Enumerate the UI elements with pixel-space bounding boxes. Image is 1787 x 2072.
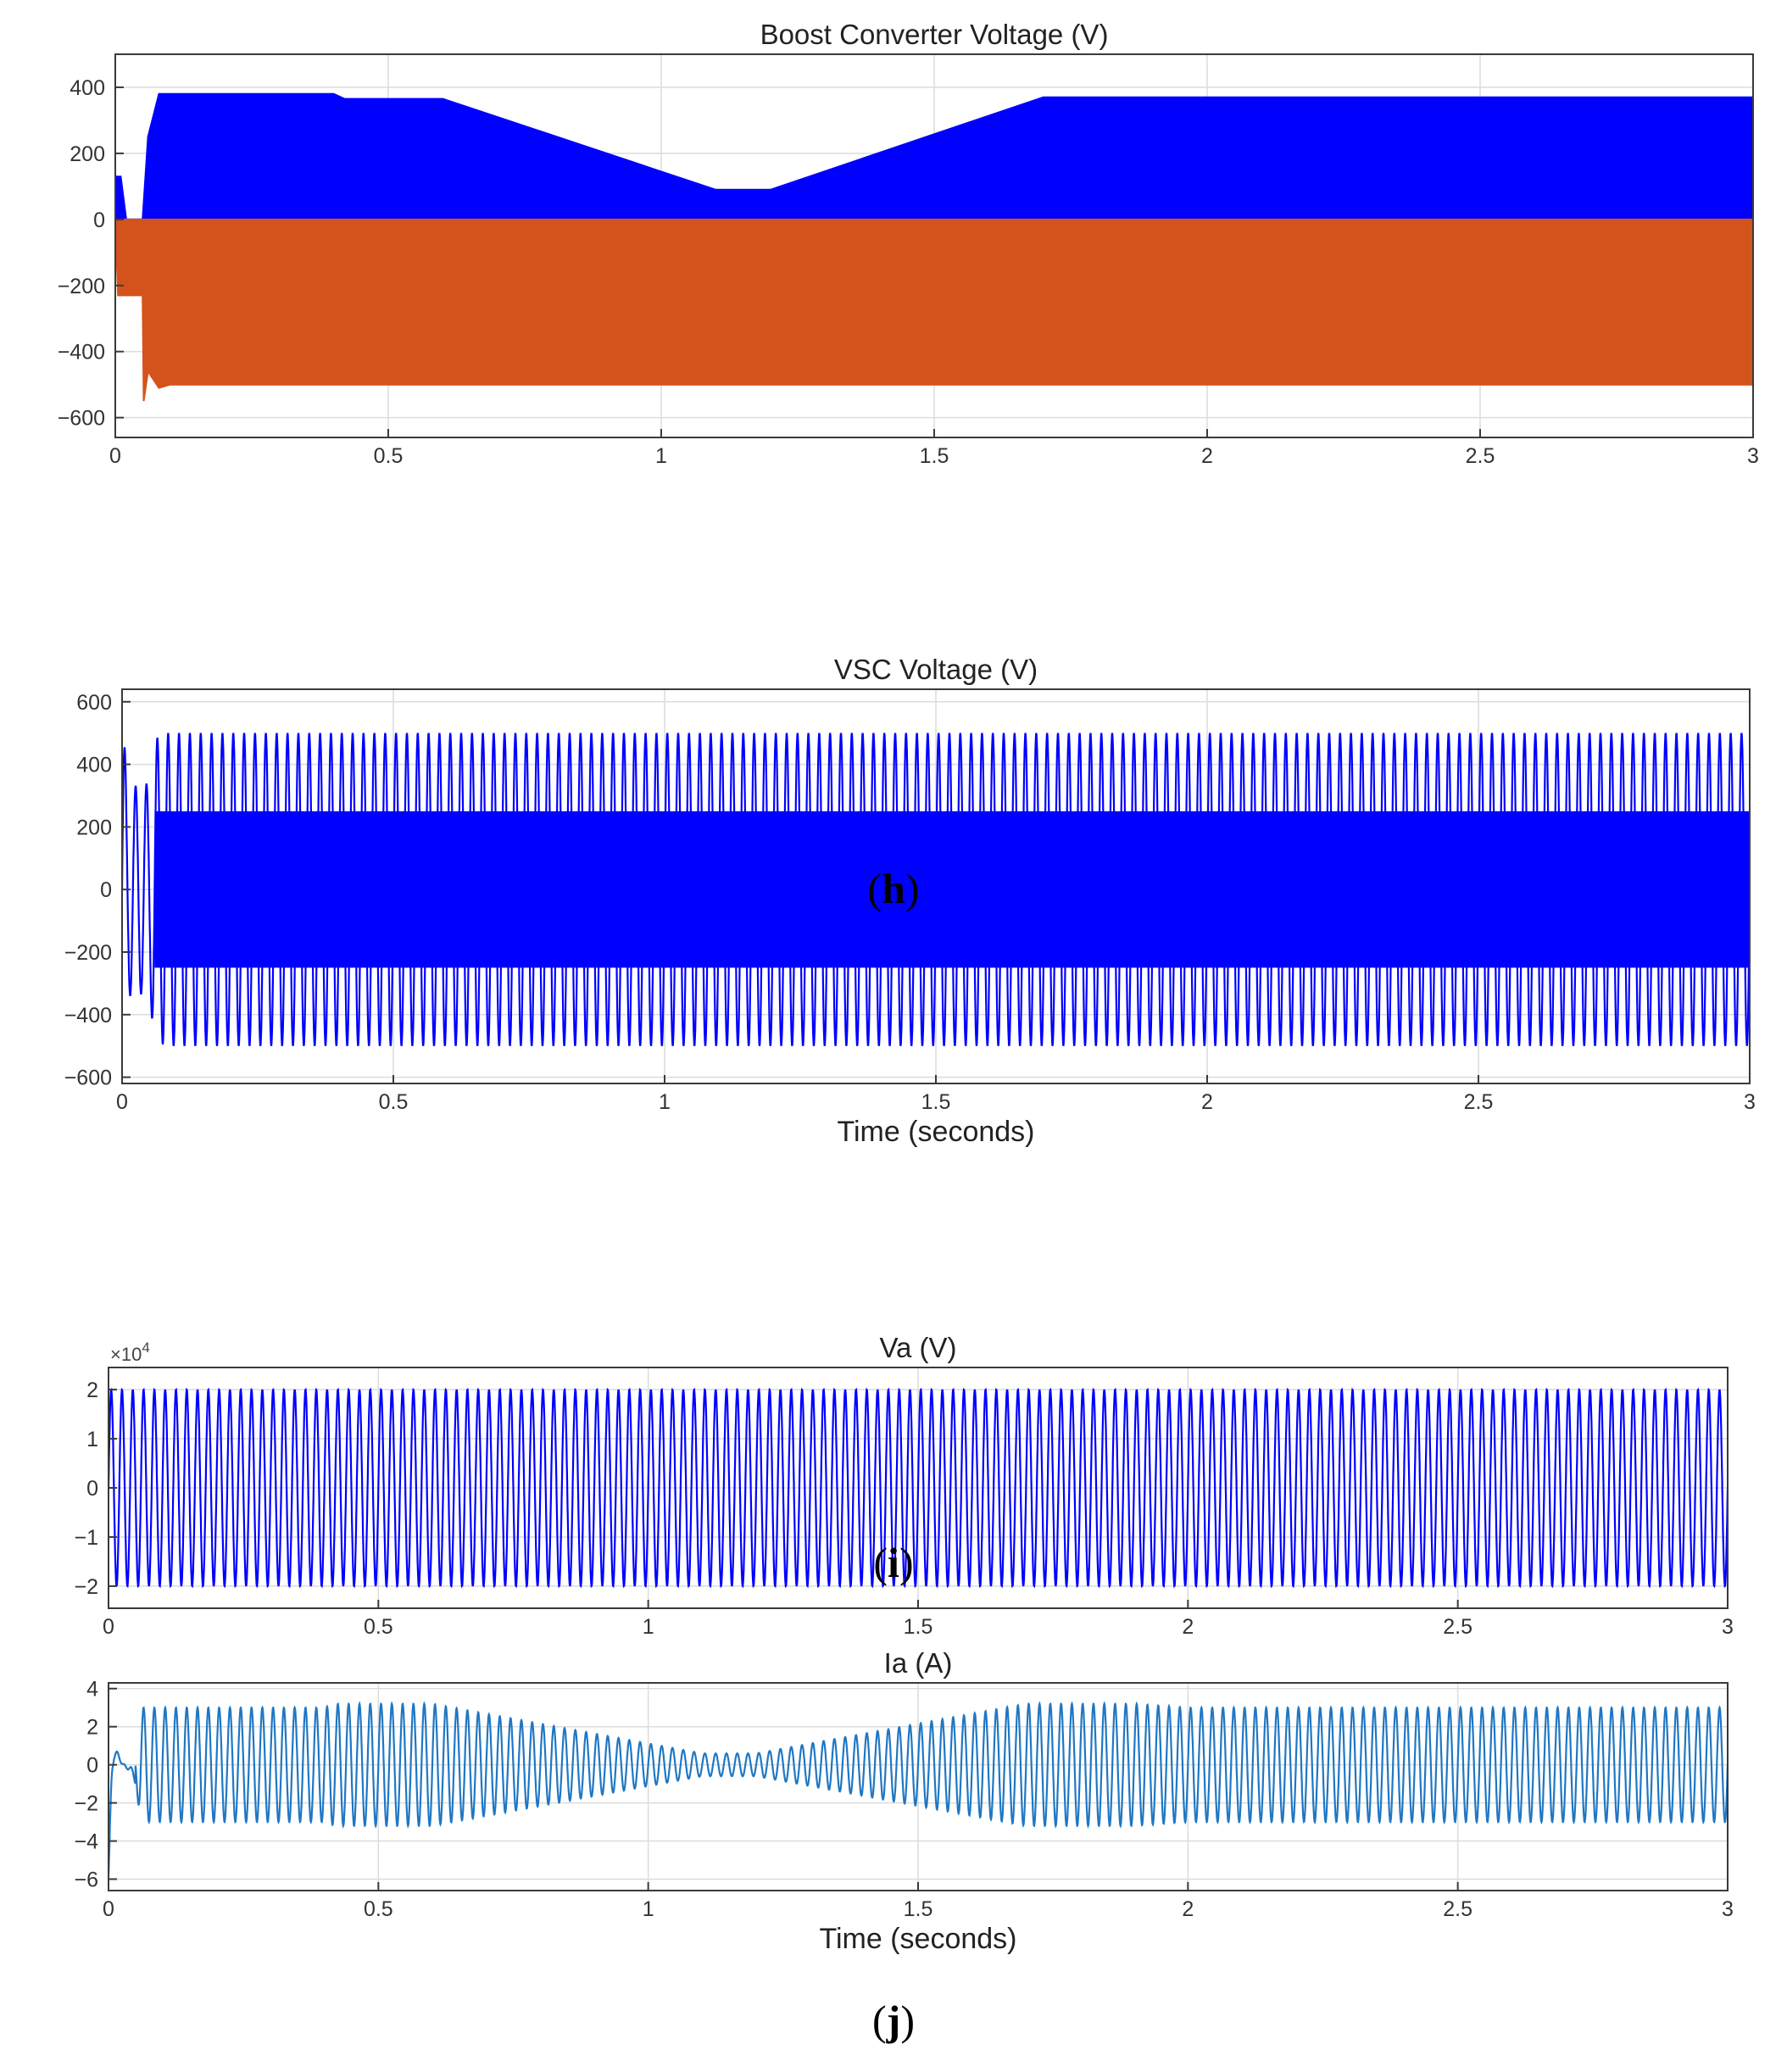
x-tick-label: 0.5 bbox=[364, 1897, 393, 1921]
x-tick-label: 1.5 bbox=[920, 444, 949, 468]
series-layer bbox=[122, 732, 1750, 1046]
va-trace bbox=[109, 1387, 1728, 1589]
boost-converter-voltage-chart: 0 0.5 1 1.5 2 2.5 3 400 200 0 −200 −400 −600 Boost Co… bbox=[58, 19, 1759, 468]
x-tick-label: 2 bbox=[1201, 1090, 1213, 1114]
y-tick-label: −400 bbox=[64, 1004, 112, 1028]
tick-labels: 0 0.5 1 1.5 2 2.5 3 600 400 200 0 −200 −400 −600 bbox=[64, 691, 1756, 1114]
y-tick-label: 2 bbox=[86, 1716, 98, 1740]
series-layer bbox=[109, 1387, 1728, 1589]
x-axis-label: Time (seconds) bbox=[837, 1116, 1034, 1148]
y-tick-label: −2 bbox=[74, 1792, 98, 1816]
x-tick-label: 2.5 bbox=[1443, 1615, 1472, 1639]
y-tick-label: −200 bbox=[58, 275, 105, 298]
y-tick-label: 200 bbox=[70, 142, 105, 166]
y-tick-label: 0 bbox=[100, 878, 112, 902]
series-band-positive bbox=[115, 92, 1753, 220]
y-tick-label: −600 bbox=[64, 1067, 112, 1090]
y-tick-label: 2 bbox=[86, 1379, 98, 1402]
y-tick-label: −600 bbox=[58, 407, 105, 431]
x-tick-label: 0 bbox=[116, 1090, 128, 1114]
x-tick-label: 1.5 bbox=[904, 1615, 933, 1639]
y-tick-label: 4 bbox=[86, 1678, 98, 1702]
caption-j: (j) bbox=[872, 1997, 915, 2044]
x-tick-label: 3 bbox=[1744, 1090, 1756, 1114]
y-tick-label: 0 bbox=[86, 1754, 98, 1778]
x-tick-label: 2 bbox=[1182, 1615, 1194, 1639]
x-tick-label: 3 bbox=[1722, 1897, 1734, 1921]
panel-captions: (h) (i) (j) bbox=[867, 865, 919, 2044]
y-tick-label: 200 bbox=[76, 816, 112, 839]
x-tick-label: 3 bbox=[1722, 1615, 1734, 1639]
x-tick-label: 1 bbox=[655, 444, 667, 468]
chart-title: Va (V) bbox=[879, 1332, 956, 1363]
x-tick-label: 0.5 bbox=[379, 1090, 409, 1114]
y-tick-label: −1 bbox=[74, 1526, 98, 1550]
y-tick-label: −2 bbox=[74, 1575, 98, 1599]
chart-title: Ia (A) bbox=[884, 1647, 953, 1679]
series-layer bbox=[115, 92, 1753, 402]
y-tick-label: 400 bbox=[76, 754, 112, 777]
caption-i: (i) bbox=[873, 1539, 913, 1586]
series-band-negative bbox=[115, 218, 1753, 402]
x-tick-label: 0 bbox=[109, 444, 121, 468]
series-layer bbox=[109, 1701, 1728, 1876]
x-tick-label: 0 bbox=[103, 1897, 114, 1921]
va-voltage-chart: 0 0.5 1 1.5 2 2.5 3 2 1 0 −1 −2 Va (V) ×104 bbox=[74, 1332, 1733, 1639]
x-tick-label: 0.5 bbox=[374, 444, 404, 468]
y-tick-label: 0 bbox=[93, 209, 105, 232]
x-axis-label: Time (seconds) bbox=[819, 1923, 1016, 1955]
chart-title: Boost Converter Voltage (V) bbox=[760, 19, 1109, 50]
tick-labels: 0 0.5 1 1.5 2 2.5 3 2 1 0 −1 −2 bbox=[74, 1379, 1733, 1639]
tick-labels: 0 0.5 1 1.5 2 2.5 3 400 200 0 −200 −400 −600 bbox=[58, 76, 1759, 468]
x-tick-label: 1.5 bbox=[921, 1090, 951, 1114]
tick-labels: 0 0.5 1 1.5 2 2.5 3 4 2 0 −2 −4 −6 bbox=[74, 1678, 1733, 1921]
caption-h: (h) bbox=[867, 865, 919, 912]
y-tick-label: 400 bbox=[70, 76, 105, 100]
y-tick-label: −400 bbox=[58, 341, 105, 365]
x-tick-label: 2.5 bbox=[1464, 1090, 1494, 1114]
x-tick-label: 1 bbox=[643, 1615, 654, 1639]
ia-trace bbox=[109, 1701, 1728, 1876]
y-tick-label: 0 bbox=[86, 1477, 98, 1501]
y-tick-label: 1 bbox=[86, 1428, 98, 1451]
x-tick-label: 1 bbox=[659, 1090, 671, 1114]
x-tick-label: 3 bbox=[1747, 444, 1759, 468]
chart-title: VSC Voltage (V) bbox=[834, 654, 1038, 685]
x-tick-label: 2.5 bbox=[1443, 1897, 1472, 1921]
y-tick-label: −200 bbox=[64, 941, 112, 965]
vsc-voltage-trace bbox=[122, 732, 1750, 1046]
y-tick-label: 600 bbox=[76, 691, 112, 715]
x-tick-label: 2 bbox=[1201, 444, 1213, 468]
y-scale-note: ×104 bbox=[110, 1340, 150, 1365]
ia-current-chart: 0 0.5 1 1.5 2 2.5 3 4 2 0 −2 −4 −6 Ia (A) Time (second… bbox=[74, 1647, 1733, 1955]
x-tick-label: 1 bbox=[643, 1897, 654, 1921]
x-tick-label: 0.5 bbox=[364, 1615, 393, 1639]
x-tick-label: 2.5 bbox=[1466, 444, 1495, 468]
vsc-voltage-chart: 0 0.5 1 1.5 2 2.5 3 600 400 200 0 −200 −400 −600 VSC V… bbox=[64, 654, 1756, 1148]
x-tick-label: 1.5 bbox=[904, 1897, 933, 1921]
y-tick-label: −4 bbox=[74, 1830, 98, 1854]
x-tick-label: 2 bbox=[1182, 1897, 1194, 1921]
x-tick-label: 0 bbox=[103, 1615, 114, 1639]
y-tick-label: −6 bbox=[74, 1869, 98, 1892]
